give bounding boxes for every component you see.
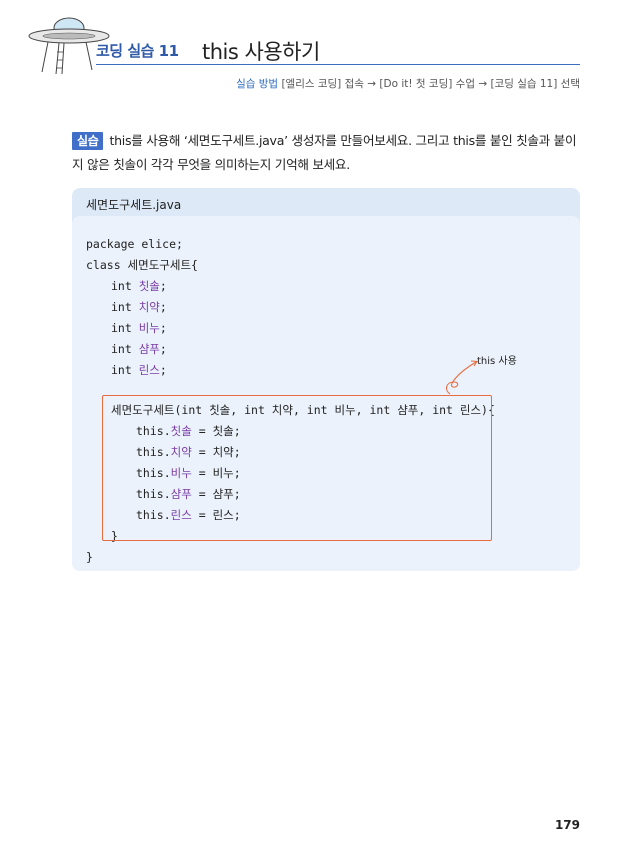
code-line: } bbox=[86, 550, 93, 564]
instruction-text: this를 사용해 ‘세면도구세트.java’ 생성자를 만들어보세요. 그리고… bbox=[72, 133, 577, 172]
code-line: int 샴푸; bbox=[111, 342, 167, 356]
page-number: 179 bbox=[554, 818, 580, 832]
code-line: this.치약 = 치약; bbox=[136, 445, 241, 459]
code-line: int 칫솔; bbox=[111, 279, 167, 293]
code-line: class 세면도구세트{ bbox=[86, 258, 198, 272]
constructor-highlight-box bbox=[102, 395, 492, 541]
code-panel: 세면도구세트.java package elice; class 세면도구세트{ i… bbox=[72, 188, 580, 571]
code-line: int 치약; bbox=[111, 300, 167, 314]
code-line: 세면도구세트(int 칫솔, int 치약, int 비누, int 샴푸, i… bbox=[111, 403, 495, 417]
code-variable: 샴푸 bbox=[138, 342, 160, 356]
method-label: 실습 방법 bbox=[236, 78, 279, 90]
ufo-logo-icon bbox=[28, 17, 110, 75]
instruction-paragraph: 실습 this를 사용해 ‘세면도구세트.java’ 생성자를 만들어보세요. 그… bbox=[72, 129, 584, 177]
code-line: } bbox=[111, 529, 118, 543]
page-title: this 사용하기 bbox=[202, 40, 320, 64]
code-line: package elice; bbox=[86, 237, 183, 251]
code-filename: 세면도구세트.java bbox=[86, 198, 182, 212]
code-variable: 비누 bbox=[170, 466, 192, 480]
header-divider bbox=[96, 64, 580, 65]
this-usage-annotation: this 사용 bbox=[477, 356, 517, 367]
code-line: this.샴푸 = 샴푸; bbox=[136, 487, 241, 501]
code-body: package elice; class 세면도구세트{ int 칫솔; int 치약… bbox=[72, 216, 580, 571]
code-line: this.린스 = 린스; bbox=[136, 508, 241, 522]
practice-badge: 실습 bbox=[72, 132, 104, 150]
practice-method: 실습 방법 [엘리스 코딩] 접속 → [Do it! 첫 코딩] 수업 → [… bbox=[236, 76, 580, 91]
code-variable: 칫솔 bbox=[138, 279, 160, 293]
code-variable: 치약 bbox=[138, 300, 160, 314]
code-variable: 비누 bbox=[138, 321, 160, 335]
code-variable: 린스 bbox=[170, 508, 192, 522]
code-line: int 린스; bbox=[111, 363, 167, 377]
annotation-arrow-icon bbox=[445, 360, 478, 395]
code-variable: 치약 bbox=[170, 445, 192, 459]
code-line: this.비누 = 비누; bbox=[136, 466, 241, 480]
code-variable: 샴푸 bbox=[170, 487, 192, 501]
code-variable: 린스 bbox=[138, 363, 160, 377]
code-line: this.칫솔 = 칫솔; bbox=[136, 424, 241, 438]
code-line: int 비누; bbox=[111, 321, 167, 335]
method-path: [엘리스 코딩] 접속 → [Do it! 첫 코딩] 수업 → [코딩 실습 … bbox=[281, 78, 580, 90]
section-title: 코딩 실습 11 bbox=[96, 42, 179, 60]
code-variable: 칫솔 bbox=[170, 424, 192, 438]
